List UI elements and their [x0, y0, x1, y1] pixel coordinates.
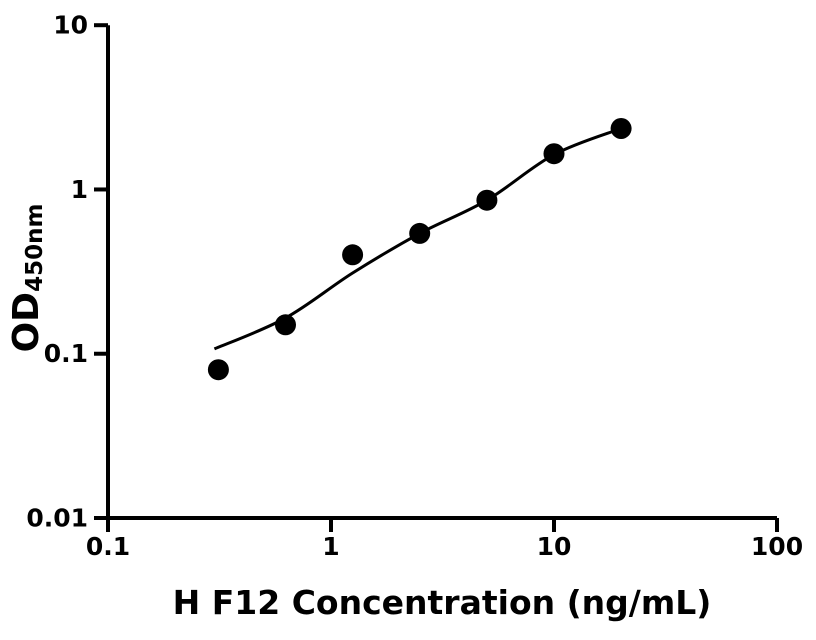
x-tick-label: 100 — [751, 532, 803, 561]
y-axis-title: OD450nm — [6, 204, 48, 353]
x-tick-label: 10 — [537, 532, 572, 561]
x-tick-label: 1 — [322, 532, 339, 561]
x-tick-label: 0.1 — [86, 532, 130, 561]
y-tick-label: 1 — [71, 175, 88, 204]
data-point-marker — [207, 359, 229, 381]
y-tick-label: 10 — [53, 11, 88, 40]
y-axis-title-main: OD — [6, 292, 47, 353]
y-tick-label: 0.01 — [26, 504, 88, 533]
y-tick-label: 0.1 — [44, 339, 88, 368]
data-point-marker — [342, 244, 364, 266]
data-point-marker — [610, 118, 632, 139]
axis-spines — [106, 25, 777, 520]
svg-text:OD450nm: OD450nm — [6, 204, 48, 353]
x-axis-title: H F12 Concentration (ng/mL) — [173, 583, 712, 622]
y-axis-title-subscript: 450nm — [22, 204, 48, 292]
fit-curve — [213, 127, 622, 351]
data-layer — [207, 118, 632, 381]
